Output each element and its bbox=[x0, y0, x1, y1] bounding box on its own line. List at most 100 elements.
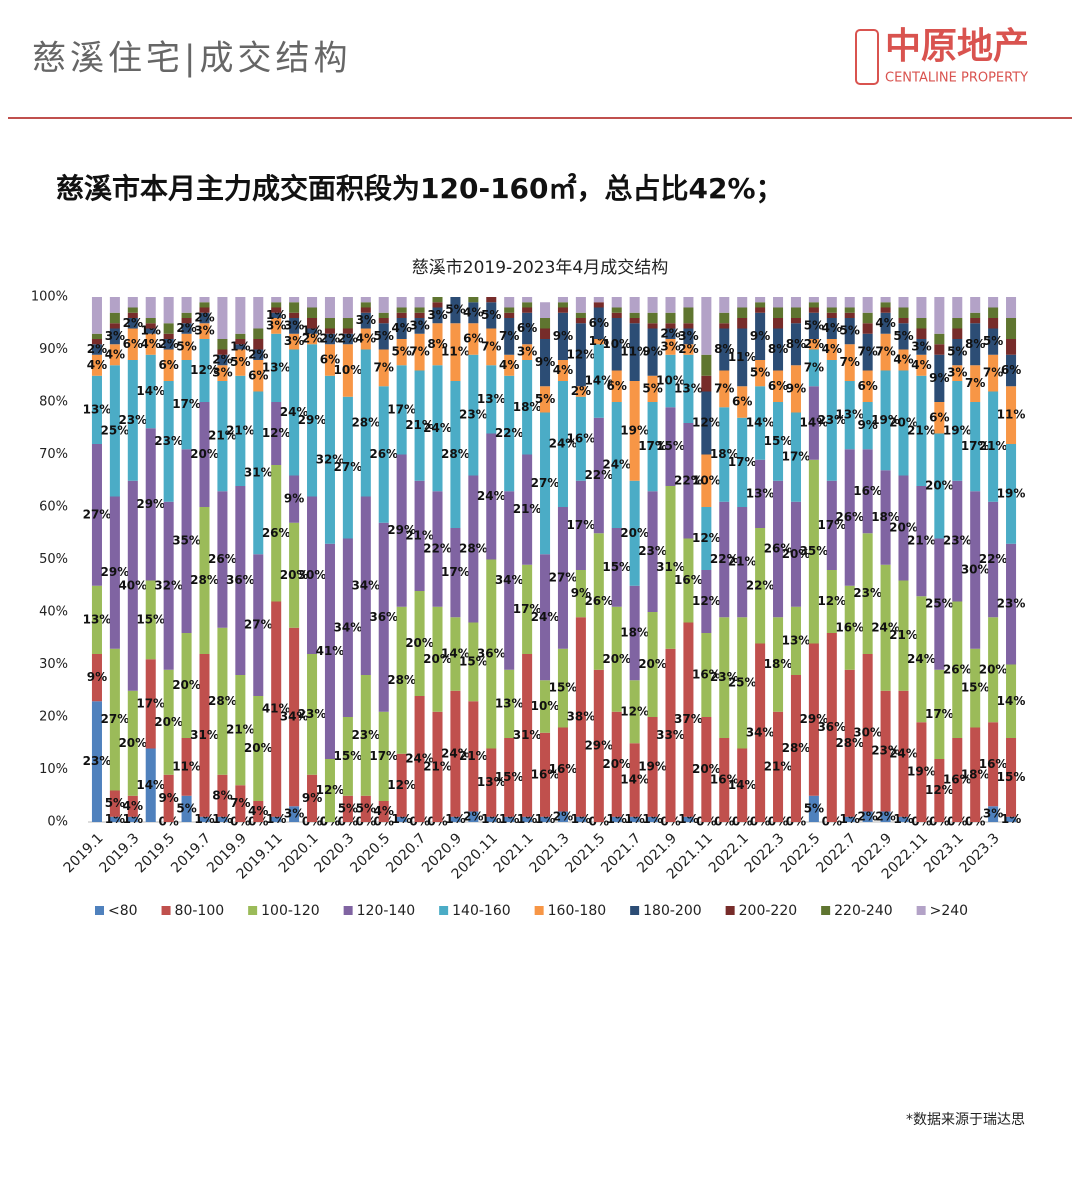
bar-segment bbox=[880, 370, 891, 471]
bar-segment bbox=[737, 328, 748, 387]
data-label: 17% bbox=[441, 565, 470, 579]
bar-segment bbox=[253, 297, 264, 329]
data-label: 37% bbox=[674, 712, 703, 726]
data-label: 4% bbox=[105, 347, 125, 361]
data-label: 10% bbox=[334, 363, 363, 377]
bar-segment bbox=[342, 328, 353, 334]
data-label: 23% bbox=[710, 670, 739, 684]
bar-segment bbox=[952, 365, 963, 381]
bar-segment bbox=[163, 381, 174, 502]
bar-segment bbox=[504, 491, 515, 670]
data-label: 15% bbox=[997, 770, 1026, 784]
data-label: 25% bbox=[925, 597, 954, 611]
legend-label: 120-140 bbox=[357, 903, 416, 919]
data-label: 20% bbox=[692, 762, 721, 776]
y-tick-label: 0% bbox=[47, 815, 68, 830]
data-label: 27% bbox=[101, 712, 130, 726]
bar-segment bbox=[289, 302, 300, 313]
bar-segment bbox=[557, 312, 568, 360]
data-label: 13% bbox=[477, 392, 506, 406]
bar-segment bbox=[127, 816, 138, 822]
legend-label: 160-180 bbox=[548, 903, 607, 919]
data-label: 3% bbox=[266, 318, 286, 332]
bar-segment bbox=[683, 297, 694, 308]
data-label: 8% bbox=[965, 337, 985, 351]
bar-segment bbox=[235, 297, 246, 334]
bar-segment bbox=[504, 307, 515, 313]
bar-segment bbox=[378, 312, 389, 318]
bar-segment bbox=[540, 816, 551, 822]
data-label: 3% bbox=[517, 345, 537, 359]
bar-segment bbox=[163, 333, 174, 339]
bar-segment bbox=[486, 328, 497, 366]
legend-swatch bbox=[630, 906, 640, 915]
legend-label: 220-240 bbox=[834, 903, 893, 919]
bar-segment bbox=[217, 354, 228, 366]
data-label: 17% bbox=[817, 518, 846, 532]
data-label: 21% bbox=[226, 423, 255, 437]
bar-segment bbox=[593, 417, 604, 534]
data-label: 1% bbox=[212, 812, 232, 826]
bar-segment bbox=[271, 601, 282, 817]
data-label: 9% bbox=[571, 586, 591, 600]
data-label: 30% bbox=[961, 563, 990, 577]
data-label: 10% bbox=[692, 473, 721, 487]
data-label: 18% bbox=[764, 657, 793, 671]
bar-segment bbox=[952, 381, 963, 481]
bar-segment bbox=[217, 627, 228, 775]
data-label: 27% bbox=[334, 460, 363, 474]
data-label: 7% bbox=[983, 366, 1003, 380]
bar-segment bbox=[755, 643, 766, 822]
data-label: 23% bbox=[118, 413, 147, 427]
bar-segment bbox=[970, 648, 981, 728]
data-label: 16% bbox=[853, 484, 882, 498]
bar-segment bbox=[790, 606, 801, 675]
data-label: 3% bbox=[284, 334, 304, 348]
bar-segment bbox=[468, 354, 479, 476]
bar-segment bbox=[862, 402, 873, 450]
bar-segment bbox=[629, 816, 640, 822]
bar-segment bbox=[127, 795, 138, 817]
bar-segment bbox=[235, 344, 246, 350]
bar-segment bbox=[611, 528, 622, 607]
data-label: 16% bbox=[549, 762, 578, 776]
data-label: 1% bbox=[642, 812, 662, 826]
data-label: 9% bbox=[750, 329, 770, 343]
bar-segment bbox=[145, 323, 156, 329]
data-label: 16% bbox=[531, 767, 560, 781]
bar-segment bbox=[307, 318, 318, 329]
bar-segment bbox=[163, 323, 174, 334]
data-label: 21% bbox=[226, 723, 255, 737]
footnote: *数据来源于瑞达思 bbox=[906, 1112, 1025, 1128]
data-label: 11% bbox=[172, 759, 201, 773]
data-label: 20% bbox=[925, 479, 954, 493]
data-label: 25% bbox=[101, 423, 130, 437]
bar-segment bbox=[665, 339, 676, 355]
data-label: 20% bbox=[423, 652, 452, 666]
bar-segment bbox=[880, 564, 891, 691]
data-label: 11% bbox=[728, 350, 757, 364]
bar-segment bbox=[163, 297, 174, 324]
bar-segment bbox=[575, 297, 586, 313]
data-label: 1% bbox=[535, 812, 555, 826]
bar-segment bbox=[629, 680, 640, 744]
data-label: 1% bbox=[445, 812, 465, 826]
bar-segment bbox=[826, 297, 837, 308]
bar-segment bbox=[486, 816, 497, 822]
bar-segment bbox=[324, 318, 335, 329]
bar-segment bbox=[916, 486, 927, 597]
bar-segment bbox=[289, 312, 300, 318]
bar-segment bbox=[701, 391, 712, 455]
bar-segment bbox=[755, 297, 766, 303]
data-label: 29% bbox=[298, 413, 327, 427]
data-label: 2% bbox=[194, 311, 214, 325]
bar-segment bbox=[557, 307, 568, 313]
data-label: 5% bbox=[750, 366, 770, 380]
data-label: 24% bbox=[889, 746, 918, 760]
bar-segment bbox=[271, 465, 282, 602]
bar-segment bbox=[790, 365, 801, 413]
bar-segment bbox=[557, 297, 568, 303]
bar-segment bbox=[575, 816, 586, 822]
bar-segment bbox=[540, 318, 551, 329]
